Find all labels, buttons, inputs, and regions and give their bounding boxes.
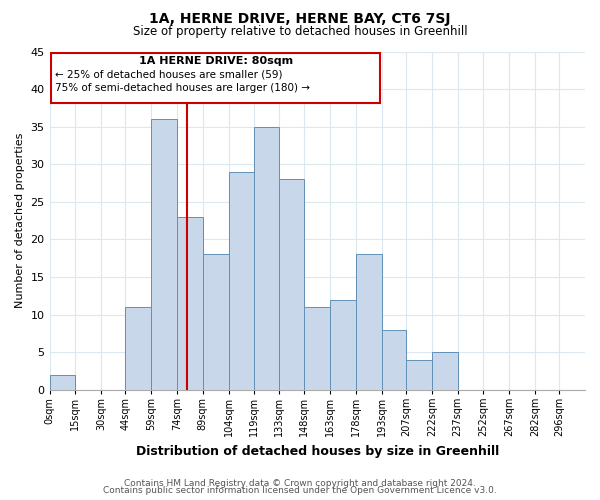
Text: Size of property relative to detached houses in Greenhill: Size of property relative to detached ho… [133, 25, 467, 38]
Bar [229, 172, 254, 390]
FancyBboxPatch shape [51, 53, 380, 102]
Text: ← 25% of detached houses are smaller (59): ← 25% of detached houses are smaller (59… [55, 70, 282, 80]
Bar [254, 126, 278, 390]
Bar [177, 217, 203, 390]
Y-axis label: Number of detached properties: Number of detached properties [15, 133, 25, 308]
Bar [406, 360, 432, 390]
Bar [151, 119, 177, 390]
Bar [203, 254, 229, 390]
X-axis label: Distribution of detached houses by size in Greenhill: Distribution of detached houses by size … [136, 444, 499, 458]
Text: 75% of semi-detached houses are larger (180) →: 75% of semi-detached houses are larger (… [55, 83, 310, 93]
Text: 1A, HERNE DRIVE, HERNE BAY, CT6 7SJ: 1A, HERNE DRIVE, HERNE BAY, CT6 7SJ [149, 12, 451, 26]
Bar [382, 330, 406, 390]
Bar [356, 254, 382, 390]
Text: Contains public sector information licensed under the Open Government Licence v3: Contains public sector information licen… [103, 486, 497, 495]
Bar [304, 307, 330, 390]
Bar [50, 374, 76, 390]
Bar [432, 352, 458, 390]
Text: 1A HERNE DRIVE: 80sqm: 1A HERNE DRIVE: 80sqm [139, 56, 293, 66]
Bar [330, 300, 356, 390]
Text: Contains HM Land Registry data © Crown copyright and database right 2024.: Contains HM Land Registry data © Crown c… [124, 478, 476, 488]
Bar [278, 180, 304, 390]
Bar [125, 307, 151, 390]
